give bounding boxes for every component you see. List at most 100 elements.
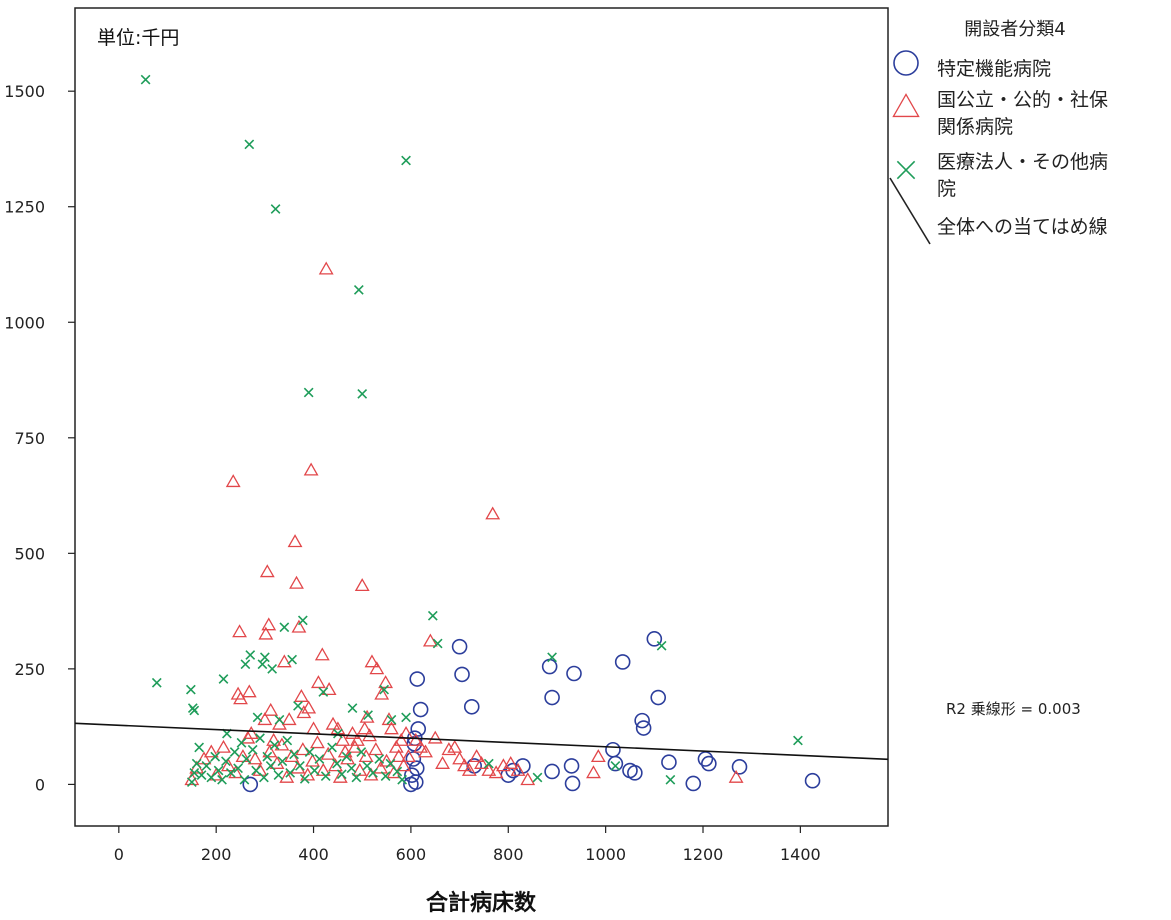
data-point-cross — [547, 652, 557, 663]
data-point-triangle — [452, 751, 468, 765]
data-point-triangle — [388, 739, 404, 753]
data-point-circle — [410, 721, 427, 737]
data-point-cross — [186, 777, 197, 787]
data-point-cross — [385, 758, 396, 769]
data-point-cross — [327, 742, 337, 753]
data-point-triangle — [520, 772, 536, 786]
data-point-cross — [213, 765, 224, 776]
data-point-cross — [236, 737, 247, 748]
data-point-triangle — [220, 758, 236, 772]
data-point-triangle — [293, 688, 309, 702]
data-point-triangle — [318, 261, 334, 275]
y-tick-label: 1000 — [4, 313, 45, 332]
data-point-cross — [793, 735, 803, 746]
data-point-triangle — [481, 762, 497, 776]
legend-label: 特定機能病院 — [937, 58, 1051, 80]
data-point-cross — [379, 684, 390, 695]
data-point-cross — [201, 761, 212, 771]
legend-marker-triangle — [892, 93, 920, 118]
data-point-cross — [353, 285, 364, 295]
data-point-triangle — [296, 705, 312, 719]
legend-label: 全体への当てはめ線 — [937, 216, 1108, 238]
data-point-cross — [318, 687, 329, 697]
data-point-cross — [241, 754, 252, 764]
data-point-circle — [804, 772, 821, 789]
data-point-cross — [244, 139, 255, 150]
data-point-triangle — [379, 753, 394, 767]
data-point-triangle — [310, 735, 325, 749]
data-point-cross — [191, 758, 202, 769]
data-point-triangle — [441, 742, 457, 756]
data-point-circle — [541, 658, 558, 675]
data-point-cross — [239, 774, 250, 785]
data-point-cross — [267, 663, 278, 674]
x-tick-label: 0 — [114, 845, 124, 864]
data-point-cross — [252, 712, 263, 723]
data-point-triangle — [287, 534, 303, 548]
data-point-triangle — [262, 744, 278, 758]
data-point-circle — [661, 754, 677, 771]
legend-title: 開設者分類4 — [964, 19, 1065, 40]
unit-label: 単位:千円 — [97, 27, 179, 49]
data-point-cross — [217, 774, 227, 785]
data-point-cross — [265, 761, 276, 771]
data-point-triangle — [216, 739, 231, 753]
data-point-circle — [607, 755, 624, 772]
data-point-cross — [140, 74, 151, 85]
data-point-cross — [279, 622, 290, 633]
x-tick-label: 1000 — [585, 845, 626, 864]
data-point-cross — [210, 751, 221, 762]
data-point-triangle — [263, 702, 279, 716]
data-point-triangle — [281, 712, 297, 726]
y-tick-label: 1500 — [4, 82, 45, 101]
data-point-cross — [401, 712, 411, 723]
data-point-triangle — [196, 751, 212, 765]
data-point-circle — [405, 751, 422, 767]
data-point-circle — [566, 665, 582, 682]
data-point-cross — [332, 758, 342, 769]
data-point-cross — [262, 751, 273, 762]
data-point-cross — [287, 654, 298, 665]
data-point-cross — [189, 705, 200, 716]
data-point-triangle — [301, 700, 317, 714]
data-point-triangle — [345, 725, 360, 739]
data-point-cross — [293, 700, 303, 711]
data-point-circle — [605, 741, 621, 758]
data-point-triangle — [435, 756, 450, 769]
data-point-triangle — [208, 767, 224, 781]
data-point-circle — [242, 776, 259, 793]
data-point-triangle — [325, 716, 341, 730]
y-tick-label: 750 — [14, 429, 45, 448]
plot-frame — [74, 7, 889, 827]
data-point-circle — [650, 689, 667, 706]
data-point-circle — [627, 765, 643, 781]
data-point-triangle — [474, 756, 489, 769]
data-point-circle — [451, 638, 468, 655]
data-point-triangle — [427, 730, 443, 744]
data-point-triangle — [391, 749, 407, 763]
data-point-triangle — [368, 742, 384, 756]
data-point-circle — [685, 775, 702, 792]
legend: 開設者分類4 特定機能病院国公立・公的・社保関係病院医療法人・その他病院全体への… — [889, 19, 1108, 245]
y-tick-label: 250 — [14, 660, 45, 679]
legend-label: 関係病院 — [937, 116, 1013, 138]
data-point-cross — [309, 765, 320, 776]
data-point-cross — [225, 767, 236, 778]
y-tick-label: 500 — [14, 544, 45, 563]
data-point-cross — [189, 767, 200, 778]
data-point-circle — [412, 701, 429, 718]
data-point-triangle — [259, 564, 275, 578]
legend-label: 院 — [937, 178, 956, 200]
data-point-circle — [544, 763, 560, 780]
data-point-triangle — [369, 661, 385, 675]
data-point-cross — [277, 756, 288, 767]
legend-line-marker — [889, 177, 931, 245]
data-point-cross — [303, 387, 314, 398]
data-point-cross — [282, 735, 293, 746]
legend-entry: 全体への当てはめ線 — [889, 177, 1108, 245]
data-point-triangle — [357, 721, 373, 735]
data-point-cross — [289, 749, 299, 760]
data-point-triangle — [314, 647, 330, 661]
